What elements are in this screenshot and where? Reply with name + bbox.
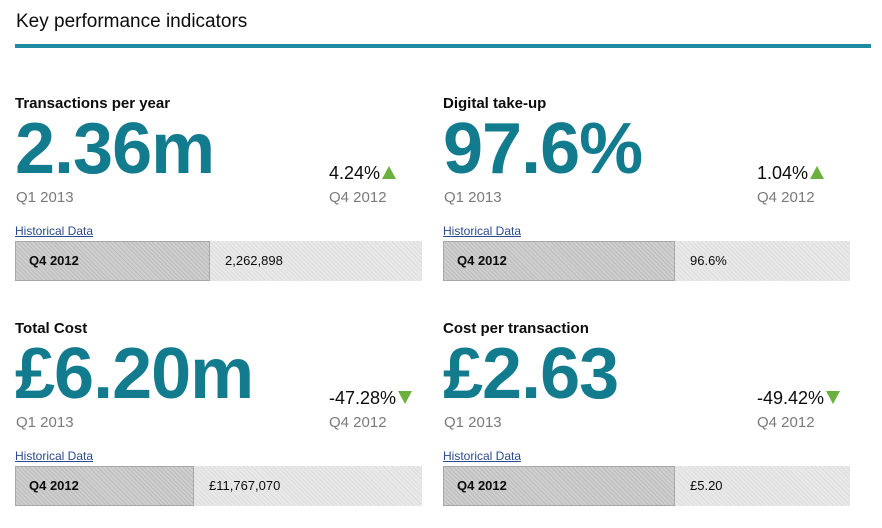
historical-bar-fill bbox=[15, 466, 194, 506]
historical-period: Q4 2012 bbox=[457, 253, 507, 268]
kpi-change-value: 1.04% bbox=[757, 163, 809, 183]
historical-data-bar: Q4 2012 96.6% bbox=[443, 241, 850, 281]
kpi-value: £2.63 bbox=[443, 334, 619, 414]
kpi-value: £6.20m bbox=[15, 334, 254, 414]
kpi-prev-period: Q4 2012 bbox=[757, 414, 815, 431]
kpi-value: 2.36m bbox=[15, 109, 215, 189]
historical-value: £5.20 bbox=[690, 478, 723, 493]
historical-value: 2,262,898 bbox=[225, 253, 283, 268]
page-title: Key performance indicators bbox=[16, 11, 248, 32]
kpi-change-value: 4.24% bbox=[329, 163, 381, 183]
historical-data-link[interactable]: Historical Data bbox=[443, 224, 522, 238]
historical-period: Q4 2012 bbox=[29, 253, 79, 268]
kpi-title: Transactions per year bbox=[15, 95, 171, 112]
arrow-down-icon bbox=[398, 390, 413, 404]
historical-value: 96.6% bbox=[690, 253, 727, 268]
kpi-prev-period: Q4 2012 bbox=[329, 189, 387, 206]
kpi-change: -49.42% bbox=[757, 388, 841, 409]
historical-bar-fill bbox=[443, 241, 675, 281]
kpi-period: Q1 2013 bbox=[16, 189, 74, 206]
kpi-prev-period: Q4 2012 bbox=[329, 414, 387, 431]
kpi-period: Q1 2013 bbox=[444, 189, 502, 206]
historical-bar-fill bbox=[15, 241, 210, 281]
arrow-up-icon bbox=[382, 165, 397, 179]
historical-data-bar: Q4 2012 £11,767,070 bbox=[15, 466, 422, 506]
kpi-change-value: -49.42% bbox=[757, 388, 825, 408]
kpi-change: -47.28% bbox=[329, 388, 413, 409]
kpi-cost-per-transaction: Cost per transaction £2.63 Q1 2013 -49.4… bbox=[443, 320, 851, 520]
kpi-title: Total Cost bbox=[15, 320, 88, 337]
kpi-value: 97.6% bbox=[443, 109, 643, 189]
header-rule bbox=[15, 44, 871, 48]
historical-data-bar: Q4 2012 2,262,898 bbox=[15, 241, 422, 281]
kpi-change: 4.24% bbox=[329, 163, 397, 184]
historical-data-link[interactable]: Historical Data bbox=[15, 224, 94, 238]
kpi-change: 1.04% bbox=[757, 163, 825, 184]
kpi-transactions-per-year: Transactions per year 2.36m Q1 2013 4.24… bbox=[15, 95, 423, 295]
historical-data-bar: Q4 2012 £5.20 bbox=[443, 466, 850, 506]
kpi-change-value: -47.28% bbox=[329, 388, 397, 408]
arrow-down-icon bbox=[826, 390, 841, 404]
kpi-digital-take-up: Digital take-up 97.6% Q1 2013 1.04% Q4 2… bbox=[443, 95, 851, 295]
kpi-title: Digital take-up bbox=[443, 95, 547, 112]
kpi-title: Cost per transaction bbox=[443, 320, 589, 337]
kpi-period: Q1 2013 bbox=[444, 414, 502, 431]
historical-bar-fill bbox=[443, 466, 675, 506]
historical-period: Q4 2012 bbox=[29, 478, 79, 493]
kpi-total-cost: Total Cost £6.20m Q1 2013 -47.28% Q4 201… bbox=[15, 320, 423, 520]
kpi-prev-period: Q4 2012 bbox=[757, 189, 815, 206]
section-header: Key performance indicators bbox=[15, 0, 871, 48]
historical-period: Q4 2012 bbox=[457, 478, 507, 493]
kpi-period: Q1 2013 bbox=[16, 414, 74, 431]
historical-data-link[interactable]: Historical Data bbox=[443, 449, 522, 463]
historical-data-link[interactable]: Historical Data bbox=[15, 449, 94, 463]
arrow-up-icon bbox=[810, 165, 825, 179]
historical-value: £11,767,070 bbox=[209, 478, 281, 493]
